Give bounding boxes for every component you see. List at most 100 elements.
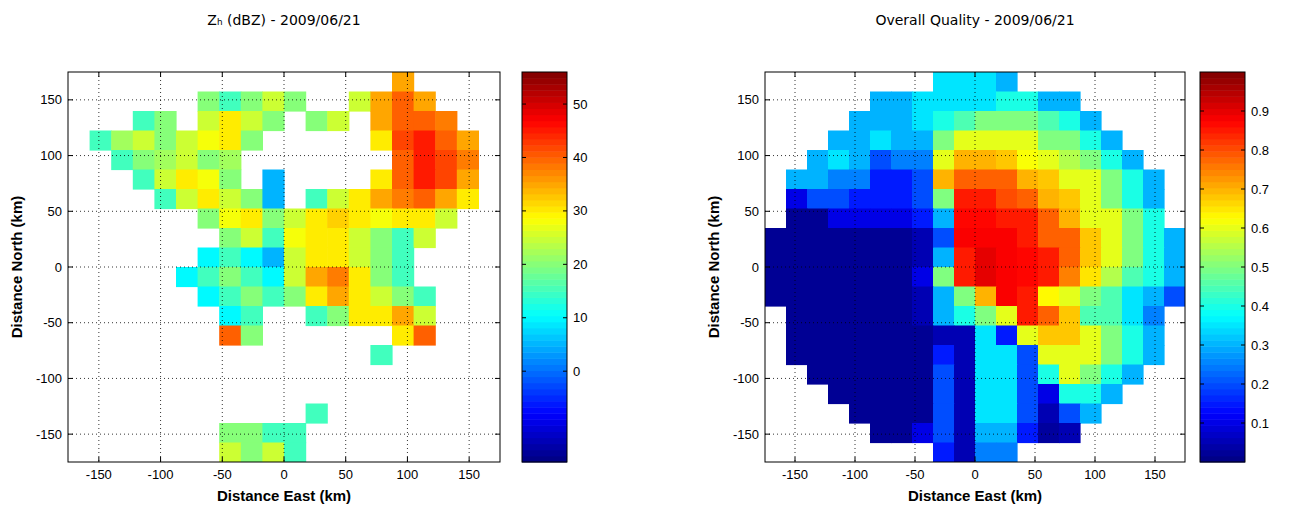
colorbar-band — [522, 145, 567, 152]
cell — [1122, 267, 1144, 287]
cell — [849, 111, 871, 131]
tick — [495, 267, 500, 268]
cell — [1080, 326, 1102, 346]
colorbar-tick — [563, 104, 567, 105]
cell — [849, 404, 871, 424]
grid-line — [765, 322, 1185, 323]
cell — [306, 287, 328, 307]
cell — [306, 228, 328, 248]
cell — [954, 423, 976, 443]
cell — [198, 92, 220, 112]
cell — [996, 384, 1018, 404]
axis-title: Distance East (km) — [908, 487, 1042, 504]
cell — [1101, 228, 1123, 248]
cell — [912, 384, 934, 404]
cell — [1122, 228, 1144, 248]
cell — [198, 111, 220, 131]
cell — [996, 267, 1018, 287]
colorbar-label: 30 — [573, 203, 587, 218]
tick-label: 50 — [745, 204, 759, 219]
cell — [891, 326, 913, 346]
cell — [1143, 345, 1165, 365]
cell — [933, 209, 955, 229]
cell — [933, 228, 955, 248]
cell — [284, 423, 306, 443]
colorbar-band — [1200, 218, 1245, 225]
grid-line — [345, 72, 346, 462]
cell — [327, 209, 349, 229]
tick — [284, 72, 285, 77]
tick — [765, 267, 770, 268]
cell — [996, 443, 1018, 463]
tick — [160, 457, 161, 462]
colorbar-band — [1200, 139, 1245, 146]
colorbar-band — [522, 450, 567, 457]
cell — [284, 248, 306, 268]
cell — [849, 345, 871, 365]
colorbar-band — [1200, 401, 1245, 408]
cell — [241, 267, 263, 287]
colorbar-tick — [1200, 345, 1204, 346]
cell — [933, 131, 955, 151]
tick — [765, 99, 770, 100]
cell — [996, 170, 1018, 190]
cell — [1143, 326, 1165, 346]
cell — [1038, 248, 1060, 268]
colorbar-band — [522, 133, 567, 140]
tick — [1095, 72, 1096, 77]
tick-label: 100 — [40, 148, 62, 163]
cell — [1059, 150, 1081, 170]
colorbar-band — [1200, 346, 1245, 353]
cell — [1080, 111, 1102, 131]
cell — [1059, 404, 1081, 424]
colorbar-band — [1200, 261, 1245, 268]
colorbar-band — [1200, 358, 1245, 365]
tick-label: -150 — [36, 427, 62, 442]
grid-line — [915, 72, 916, 462]
cell — [807, 150, 829, 170]
tick-label: -100 — [148, 467, 174, 482]
cell — [198, 150, 220, 170]
axis-title: Distance North (km) — [705, 196, 722, 339]
cell — [1080, 150, 1102, 170]
cell — [828, 345, 850, 365]
cell — [1080, 189, 1102, 209]
colorbar-band — [522, 425, 567, 432]
grid-line — [975, 72, 976, 462]
colorbar-band — [1200, 176, 1245, 183]
cell — [1101, 150, 1123, 170]
cell — [786, 326, 808, 346]
cell — [849, 189, 871, 209]
cell — [954, 287, 976, 307]
cell — [765, 228, 787, 248]
cell — [933, 365, 955, 385]
cell — [954, 131, 976, 151]
colorbar-band — [1200, 383, 1245, 390]
colorbar-band — [522, 413, 567, 420]
colorbar-band — [1200, 72, 1245, 79]
cell — [198, 267, 220, 287]
tick — [160, 72, 161, 77]
cell — [933, 384, 955, 404]
cell — [870, 92, 892, 112]
cell — [849, 209, 871, 229]
cell — [414, 287, 436, 307]
cell — [996, 150, 1018, 170]
cell — [828, 384, 850, 404]
tick-label: -100 — [36, 371, 62, 386]
colorbar-tick — [563, 157, 567, 158]
colorbar-band — [522, 352, 567, 359]
cell — [933, 248, 955, 268]
colorbar-tick — [563, 210, 567, 211]
cell — [392, 326, 414, 346]
cell — [954, 72, 976, 92]
cell — [828, 150, 850, 170]
grid-line — [765, 378, 1185, 379]
grid-line — [68, 155, 500, 156]
cell — [133, 111, 155, 131]
cells — [765, 72, 1185, 462]
cell — [1122, 150, 1144, 170]
colorbar-band — [522, 322, 567, 329]
cell — [954, 384, 976, 404]
cell — [349, 287, 371, 307]
